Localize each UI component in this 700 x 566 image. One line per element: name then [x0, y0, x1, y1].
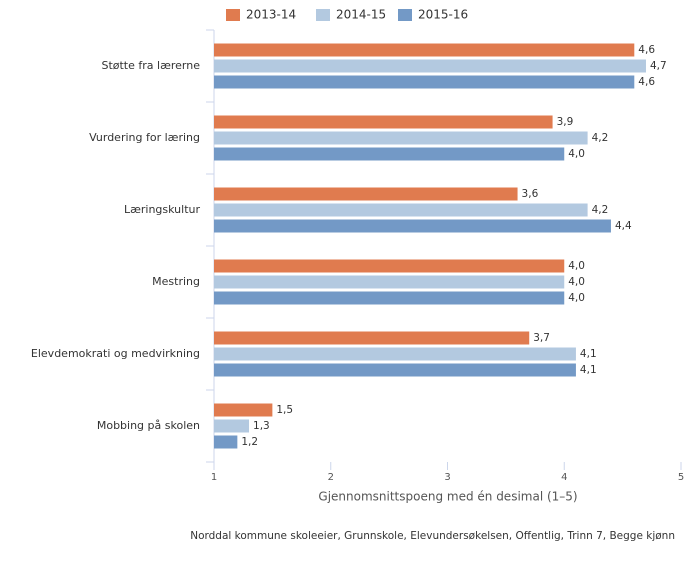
value-label: 4,2 — [592, 204, 609, 216]
value-label: 1,3 — [253, 420, 270, 432]
x-axis-title: Gjennomsnittspoeng med én desimal (1–5) — [318, 490, 577, 504]
bar — [214, 275, 565, 289]
value-label: 4,0 — [568, 148, 585, 160]
value-label: 4,6 — [638, 44, 655, 56]
legend-label: 2013-14 — [246, 8, 296, 22]
value-label: 3,9 — [557, 116, 574, 128]
value-label: 4,7 — [650, 60, 667, 72]
bar — [214, 131, 588, 145]
bar — [214, 435, 238, 449]
bar — [214, 115, 553, 129]
value-label: 4,6 — [638, 76, 655, 88]
value-label: 4,4 — [615, 220, 632, 232]
legend-label: 2014-15 — [336, 8, 386, 22]
value-label: 4,2 — [592, 132, 609, 144]
value-label: 1,5 — [276, 404, 293, 416]
value-label: 3,6 — [522, 188, 539, 200]
x-tick-label: 5 — [678, 472, 684, 483]
y-tick-label: Elevdemokrati og medvirkning — [31, 347, 200, 360]
value-label: 4,1 — [580, 348, 597, 360]
y-tick-label: Læringskultur — [124, 203, 201, 216]
legend-swatch — [226, 9, 240, 21]
x-tick-label: 1 — [211, 472, 217, 483]
bar — [214, 59, 646, 73]
value-label: 4,0 — [568, 276, 585, 288]
legend-label: 2015-16 — [418, 8, 468, 22]
bar — [214, 363, 576, 377]
bar — [214, 147, 565, 161]
y-tick-label: Støtte fra lærerne — [101, 59, 200, 72]
y-tick-label: Mobbing på skolen — [97, 419, 200, 432]
x-tick-label: 3 — [444, 472, 450, 483]
bar — [214, 291, 565, 305]
value-label: 4,0 — [568, 260, 585, 272]
bar — [214, 403, 273, 417]
bar — [214, 347, 576, 361]
value-label: 1,2 — [241, 436, 258, 448]
legend-swatch — [316, 9, 330, 21]
bar — [214, 331, 530, 345]
value-label: 4,0 — [568, 292, 585, 304]
x-tick-label: 4 — [561, 472, 567, 483]
value-label: 4,1 — [580, 364, 597, 376]
value-label: 3,7 — [533, 332, 550, 344]
y-tick-label: Mestring — [152, 275, 200, 288]
bar — [214, 75, 635, 89]
bar — [214, 419, 250, 433]
x-tick-label: 2 — [328, 472, 334, 483]
bar — [214, 187, 518, 201]
bar — [214, 43, 635, 57]
source: Norddal kommune skoleeier, Grunnskole, E… — [190, 530, 675, 542]
bar — [214, 203, 588, 217]
bar — [214, 219, 611, 233]
legend-swatch — [398, 9, 412, 21]
bar — [214, 259, 565, 273]
y-tick-label: Vurdering for læring — [89, 131, 200, 144]
